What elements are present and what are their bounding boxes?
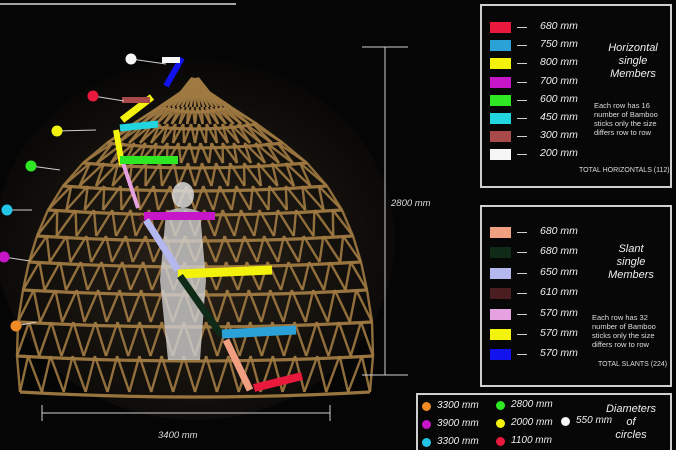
legend-dash bbox=[517, 232, 527, 233]
horizontal-member-color-swatch bbox=[490, 131, 511, 142]
slant-note: Each row has 32 number of Bamboo sticks … bbox=[592, 313, 670, 349]
horizontal-member-length: 450 mm bbox=[540, 111, 578, 123]
slant-member-length: 570 mm bbox=[540, 327, 578, 339]
horizontal-member-length: 300 mm bbox=[540, 129, 578, 141]
diameter-marker bbox=[52, 126, 63, 137]
diameter-dot bbox=[422, 402, 431, 411]
legend-dash bbox=[517, 252, 527, 253]
diameter-dot bbox=[422, 420, 431, 429]
slant-member-length: 570 mm bbox=[540, 347, 578, 359]
legend-dash bbox=[517, 45, 527, 46]
horizontal-member-color-swatch bbox=[490, 149, 511, 160]
diameter-marker bbox=[126, 54, 137, 65]
horizontal-member-color-swatch bbox=[490, 58, 511, 69]
diameter-dot bbox=[561, 417, 570, 426]
horizontal-member-length: 750 mm bbox=[540, 38, 578, 50]
legend-dash bbox=[517, 314, 527, 315]
lattice-strut bbox=[269, 186, 270, 210]
highlighted-member bbox=[222, 330, 296, 334]
diameter-dot bbox=[496, 401, 505, 410]
horizontal-member-length: 200 mm bbox=[540, 147, 578, 159]
lattice-strut bbox=[183, 124, 184, 143]
slant-member-color-swatch bbox=[490, 268, 511, 279]
lattice-strut bbox=[76, 210, 77, 236]
slant-member-color-swatch bbox=[490, 288, 511, 299]
diameter-value: 2000 mm bbox=[511, 417, 553, 428]
legend-dash bbox=[517, 354, 527, 355]
slant-member-color-swatch bbox=[490, 309, 511, 320]
legend-dash bbox=[517, 154, 527, 155]
lattice-strut bbox=[194, 92, 195, 107]
horizontal-member-length: 600 mm bbox=[540, 93, 578, 105]
lattice-strut bbox=[121, 186, 122, 210]
legend-dash bbox=[517, 118, 527, 119]
horizontal-member-color-swatch bbox=[490, 40, 511, 51]
horizontal-members-panel: 680 mm 750 mm 800 mm 700 mm 600 mm 450 mm 300 … bbox=[480, 4, 672, 188]
diameter-marker bbox=[2, 205, 13, 216]
horizontal-member-length: 680 mm bbox=[540, 20, 578, 32]
horizontal-note: Each row has 16 number of Bamboo sticks … bbox=[594, 101, 670, 137]
highlighted-member bbox=[120, 124, 158, 128]
lattice-strut bbox=[146, 163, 147, 186]
legend-dash bbox=[517, 273, 527, 274]
slant-title: Slant single Members bbox=[592, 243, 670, 282]
slant-member-color-swatch bbox=[490, 329, 511, 340]
lattice-strut bbox=[244, 163, 245, 186]
lattice-strut bbox=[286, 186, 287, 210]
legend-dash bbox=[517, 100, 527, 101]
height-label: 2800 mm bbox=[391, 198, 431, 209]
legend-dash bbox=[517, 334, 527, 335]
diameter-value: 3300 mm bbox=[437, 436, 479, 447]
legend-dash bbox=[517, 27, 527, 28]
slant-member-length: 610 mm bbox=[540, 286, 578, 298]
diameter-marker bbox=[11, 321, 22, 332]
slant-member-color-swatch bbox=[490, 227, 511, 238]
horizontal-title: Horizontal single Members bbox=[594, 42, 672, 81]
slant-members-panel: 680 mm 680 mm 650 mm 610 mm 570 mm 570 mm 570 … bbox=[480, 205, 672, 387]
horizontal-member-color-swatch bbox=[490, 95, 511, 106]
width-label: 3400 mm bbox=[158, 430, 198, 441]
horizontal-member-length: 800 mm bbox=[540, 56, 578, 68]
horizontal-member-length: 700 mm bbox=[540, 75, 578, 87]
lattice-strut bbox=[103, 186, 104, 210]
slant-member-color-swatch bbox=[490, 247, 511, 258]
legend-dash bbox=[517, 63, 527, 64]
horizontal-member-color-swatch bbox=[490, 77, 511, 88]
diameter-value: 3300 mm bbox=[437, 400, 479, 411]
diameters-title: Diameters of circles bbox=[594, 403, 668, 442]
diameter-dot bbox=[496, 437, 505, 446]
diameter-value: 2800 mm bbox=[511, 399, 553, 410]
diameter-marker bbox=[26, 161, 37, 172]
lattice-strut bbox=[314, 210, 315, 236]
legend-dash bbox=[517, 293, 527, 294]
horizontal-member-color-swatch bbox=[490, 113, 511, 124]
slant-member-length: 680 mm bbox=[540, 245, 578, 257]
diameter-value: 1100 mm bbox=[511, 435, 552, 446]
slant-member-length: 570 mm bbox=[540, 307, 578, 319]
slant-member-length: 650 mm bbox=[540, 266, 578, 278]
diameter-marker bbox=[88, 91, 99, 102]
horizontal-total: TOTAL HORIZONTALS (112) bbox=[579, 167, 670, 174]
highlighted-member bbox=[178, 270, 272, 274]
slant-member-color-swatch bbox=[490, 349, 511, 360]
diameter-value: 3900 mm bbox=[437, 418, 479, 429]
legend-dash bbox=[517, 82, 527, 83]
lattice-strut bbox=[187, 107, 188, 124]
horizontal-member-color-swatch bbox=[490, 22, 511, 33]
diameter-dot bbox=[496, 419, 505, 428]
legend-dash bbox=[517, 136, 527, 137]
slant-member-length: 680 mm bbox=[540, 225, 578, 237]
slant-total: TOTAL SLANTS (224) bbox=[598, 361, 667, 368]
